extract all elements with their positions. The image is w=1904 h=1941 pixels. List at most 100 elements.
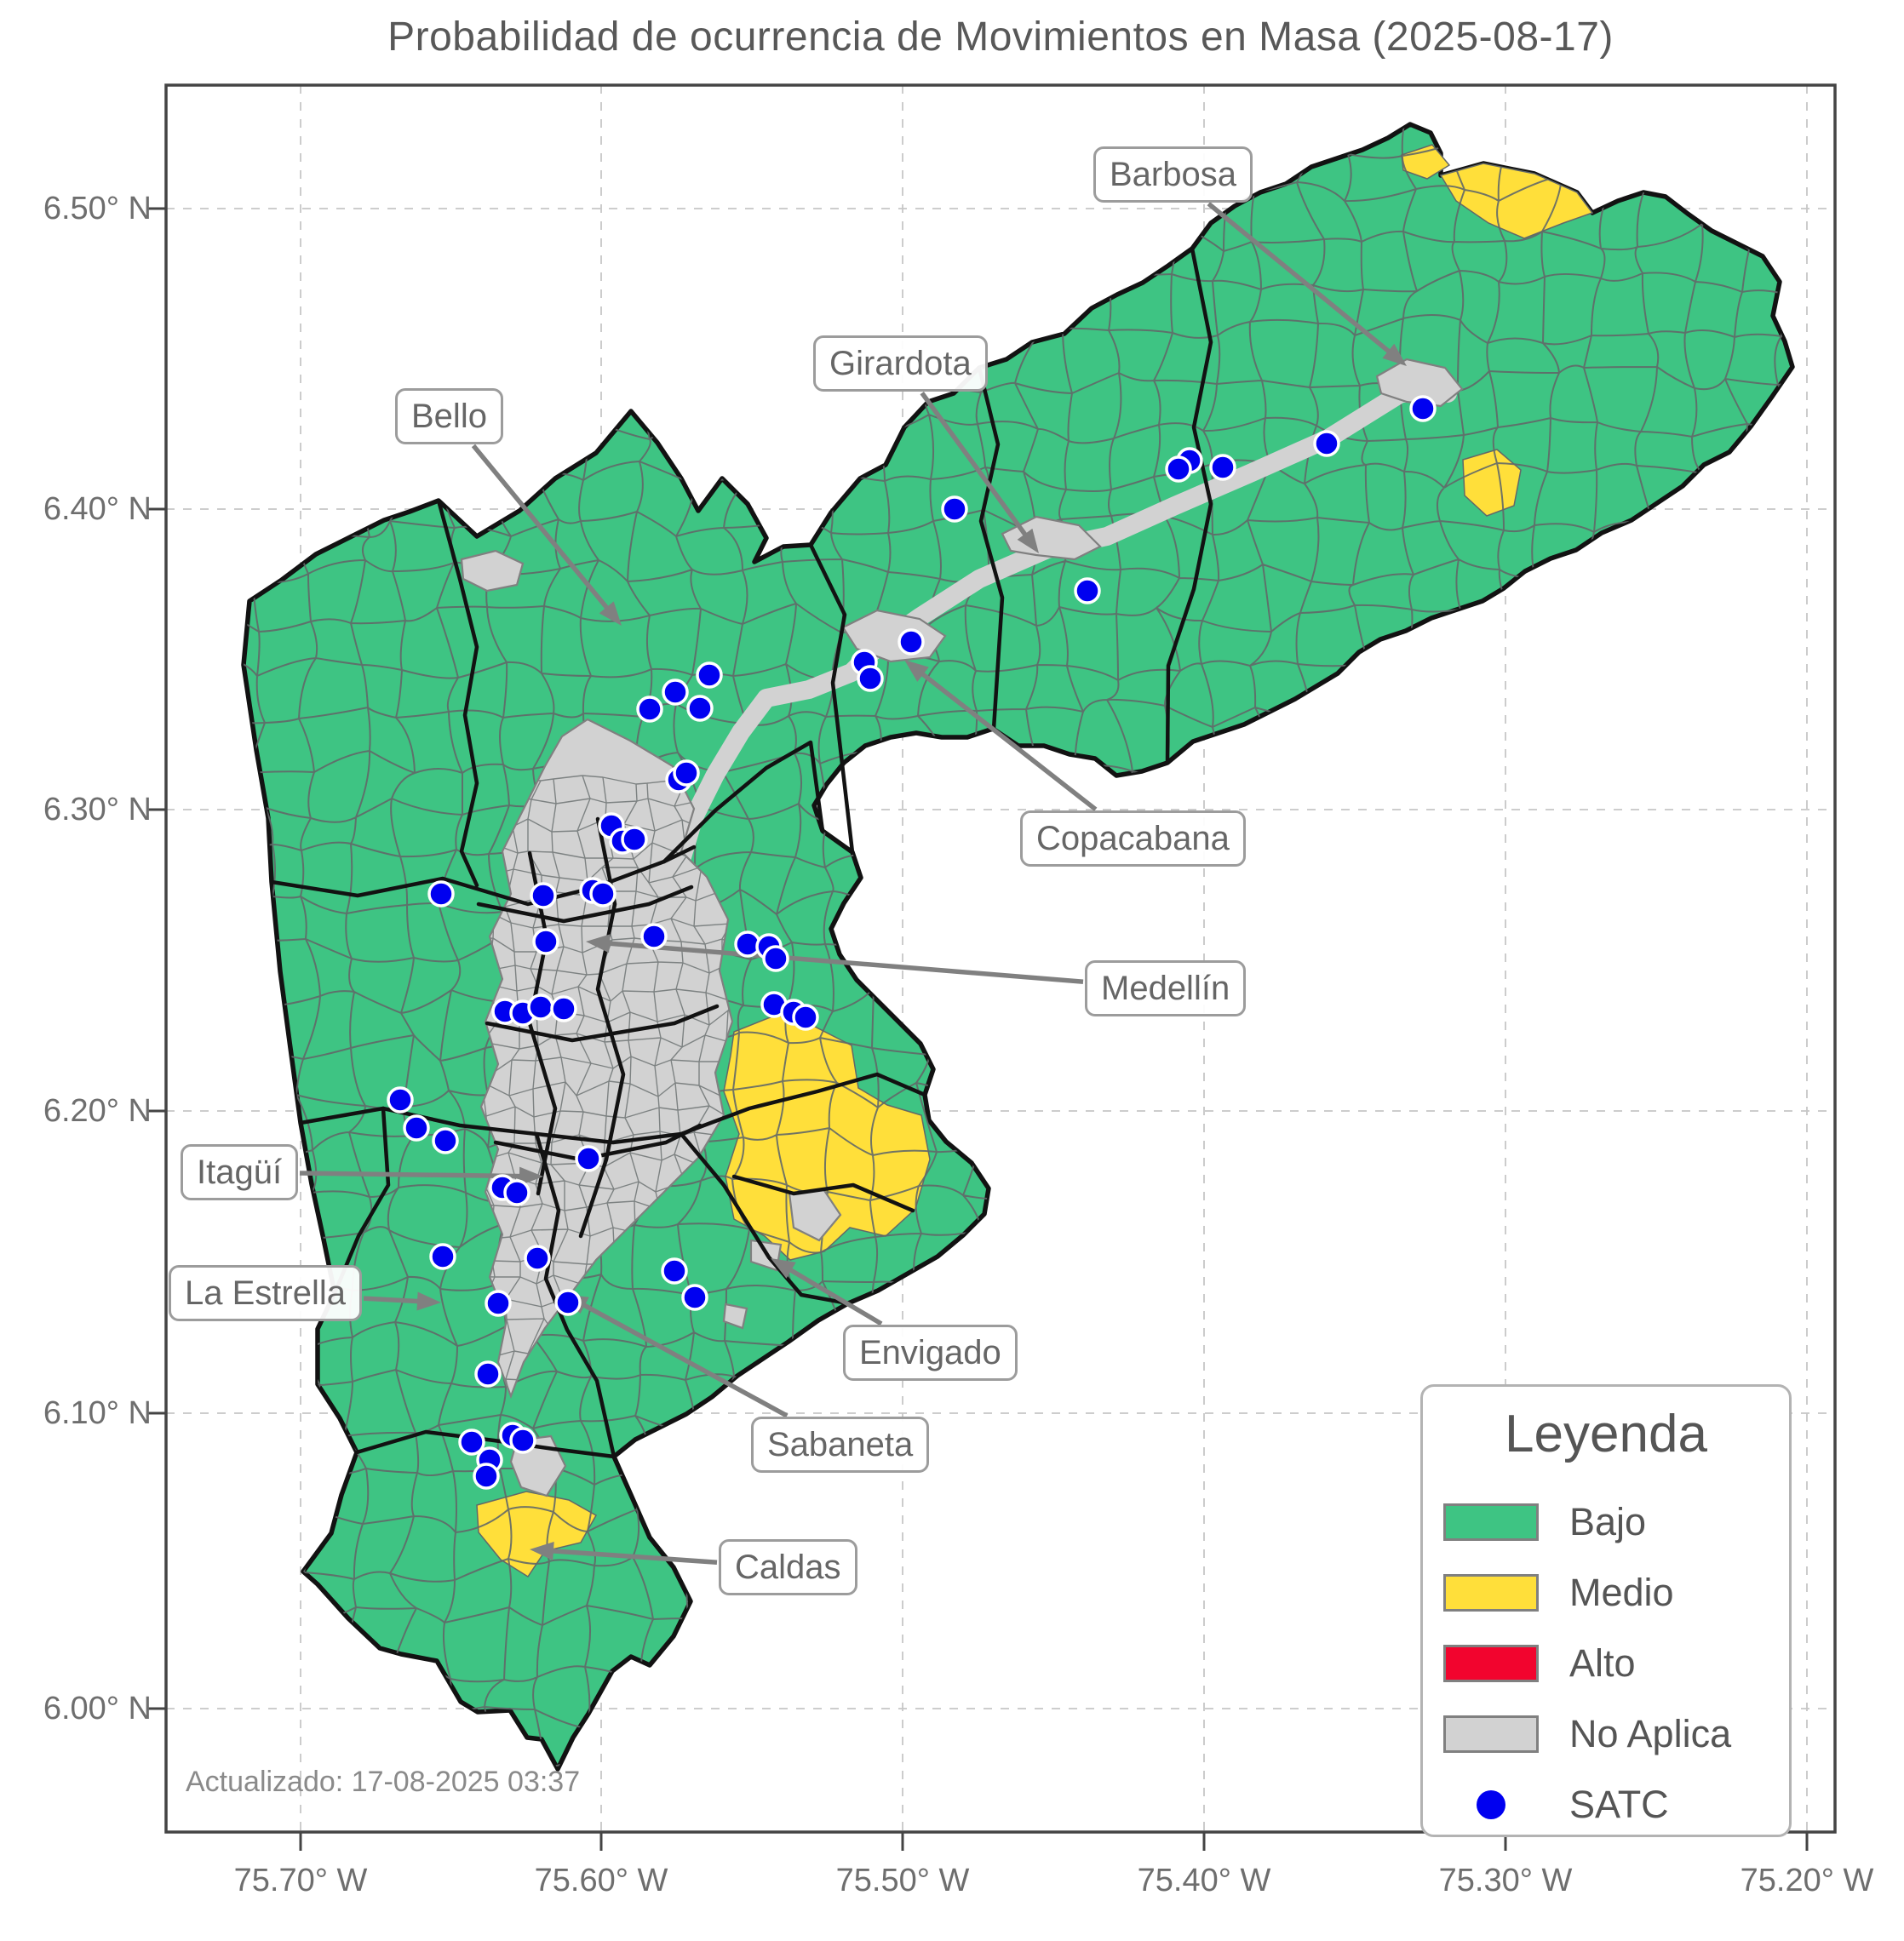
satc-dot [636,696,663,723]
x-axis-tick-label: 75.50° W [835,1863,970,1898]
satc-dot [527,993,554,1021]
satc-dot [550,995,577,1022]
map-label-bello: Bello [395,388,503,444]
satc-dot [1074,577,1101,604]
satc-dot [554,1289,582,1316]
municipality-boundary [808,542,855,855]
map-region-no-aplica [1001,515,1102,561]
satc-dot [575,1145,602,1172]
x-axis-tick-label: 75.30° W [1438,1863,1573,1898]
legend-swatch-bajo [1443,1503,1539,1541]
y-axis-tick-label: 6.40° N [43,491,152,527]
figure-title: Probabilidad de ocurrencia de Movimiento… [387,14,1614,60]
satc-dot [661,1257,688,1285]
map-label-girardota: Girardota [813,335,988,392]
map-region-medio [1439,163,1594,239]
y-axis-tick-label: 6.00° N [43,1691,152,1726]
annotation-arrow-line [471,444,615,617]
annotation-arrowhead-icon [904,660,929,682]
x-axis-tick-label: 75.70° W [233,1863,368,1898]
legend-item-satc: SATC [1423,1769,1789,1840]
updated-timestamp: Actualizado: 17-08-2025 03:37 [186,1766,581,1798]
satc-dot [857,665,884,692]
satc-dot [509,1427,536,1454]
municipality-boundary [493,1123,703,1162]
municipality-boundary [332,1106,391,1296]
map-label-copacabana: Copacabana [1020,810,1246,867]
legend-swatch-medio [1443,1573,1539,1612]
satc-dot [589,880,617,908]
municipality-boundary [476,885,694,924]
map-region-medio [1462,449,1522,517]
legend-item-bajo: Bajo [1423,1486,1789,1557]
satc-points [387,395,1437,1490]
annotation-arrowhead-icon [586,934,611,953]
municipality-boundary [662,740,825,864]
annotation-arrowhead-icon [530,1541,554,1560]
municipality-boundary [485,1004,720,1043]
satc-dot [1209,454,1236,481]
municipality-boundary [354,1429,617,1459]
satc-dot [762,945,789,972]
annotation-arrowhead-icon [519,1166,543,1186]
satc-dot [941,495,968,523]
map-label-sabaneta: Sabaneta [751,1417,930,1473]
annotation-arrowhead-icon [771,1258,796,1279]
legend-swatch-no-aplica [1443,1715,1539,1753]
satc-dot [427,880,455,908]
satc-dot [640,923,668,950]
river-corridor [672,384,1457,869]
map-frame [164,83,1837,1834]
satc-dot [458,1429,485,1456]
municipality-boundary [1165,246,1213,765]
satc-dot [1313,430,1340,457]
satc-dot [792,1004,819,1031]
map-region-no-aplica [460,549,525,593]
map-region-no-aplica [1375,358,1464,408]
satc-dot [485,1290,512,1317]
satc-dot [532,928,559,955]
legend-item-label: Bajo [1569,1499,1647,1543]
y-axis-tick-label: 6.20° N [43,1093,152,1129]
satc-dot [503,1179,530,1206]
satc-dot [1409,395,1437,422]
satc-dot [621,826,648,853]
legend-satc-dot-icon [1477,1789,1505,1819]
y-axis-tick-label: 6.30° N [43,792,152,827]
legend-item-medio: Medio [1423,1557,1789,1628]
map-label-itagui: Itagüí [181,1144,299,1200]
legend: Leyenda Bajo Medio Alto No Aplica SATC [1420,1384,1792,1837]
satc-dot [432,1127,459,1154]
municipality-boundary [436,498,479,888]
satc-dot [387,1086,414,1114]
y-axis-tick-label: 6.10° N [43,1395,152,1431]
satc-dot [1165,455,1192,483]
axis-ticks [147,207,1809,1851]
satc-dot [429,1243,456,1270]
map-label-envigado: Envigado [843,1325,1018,1381]
map-label-barbosa: Barbosa [1093,146,1253,203]
annotation-arrowhead-icon [599,601,622,626]
x-axis-tick-label: 75.60° W [534,1863,668,1898]
legend-item-no-aplica: No Aplica [1423,1698,1789,1769]
x-axis-tick-label: 75.40° W [1137,1863,1271,1898]
legend-item-alto: Alto [1423,1628,1789,1698]
map-label-caldas: Caldas [719,1539,857,1595]
satc-dot [524,1245,551,1272]
annotation-arrow-line [1207,202,1398,359]
annotation-arrow-line [599,940,1084,984]
annotation-arrow-line [363,1296,428,1304]
satc-dot [686,695,714,722]
annotation-arrow-line [542,1548,718,1565]
map-label-la-estrella: La Estrella [169,1265,362,1321]
annotation-arrows [299,202,1407,1565]
y-axis-tick-label: 6.50° N [43,191,152,226]
annotation-arrow-line [913,666,1098,811]
municipality-boundary [731,1174,915,1213]
annotation-arrowhead-icon [1382,343,1407,366]
satc-dot [673,759,700,787]
x-axis-tick-label: 75.20° W [1740,1863,1874,1898]
map-region-no-aplica [722,1303,748,1330]
